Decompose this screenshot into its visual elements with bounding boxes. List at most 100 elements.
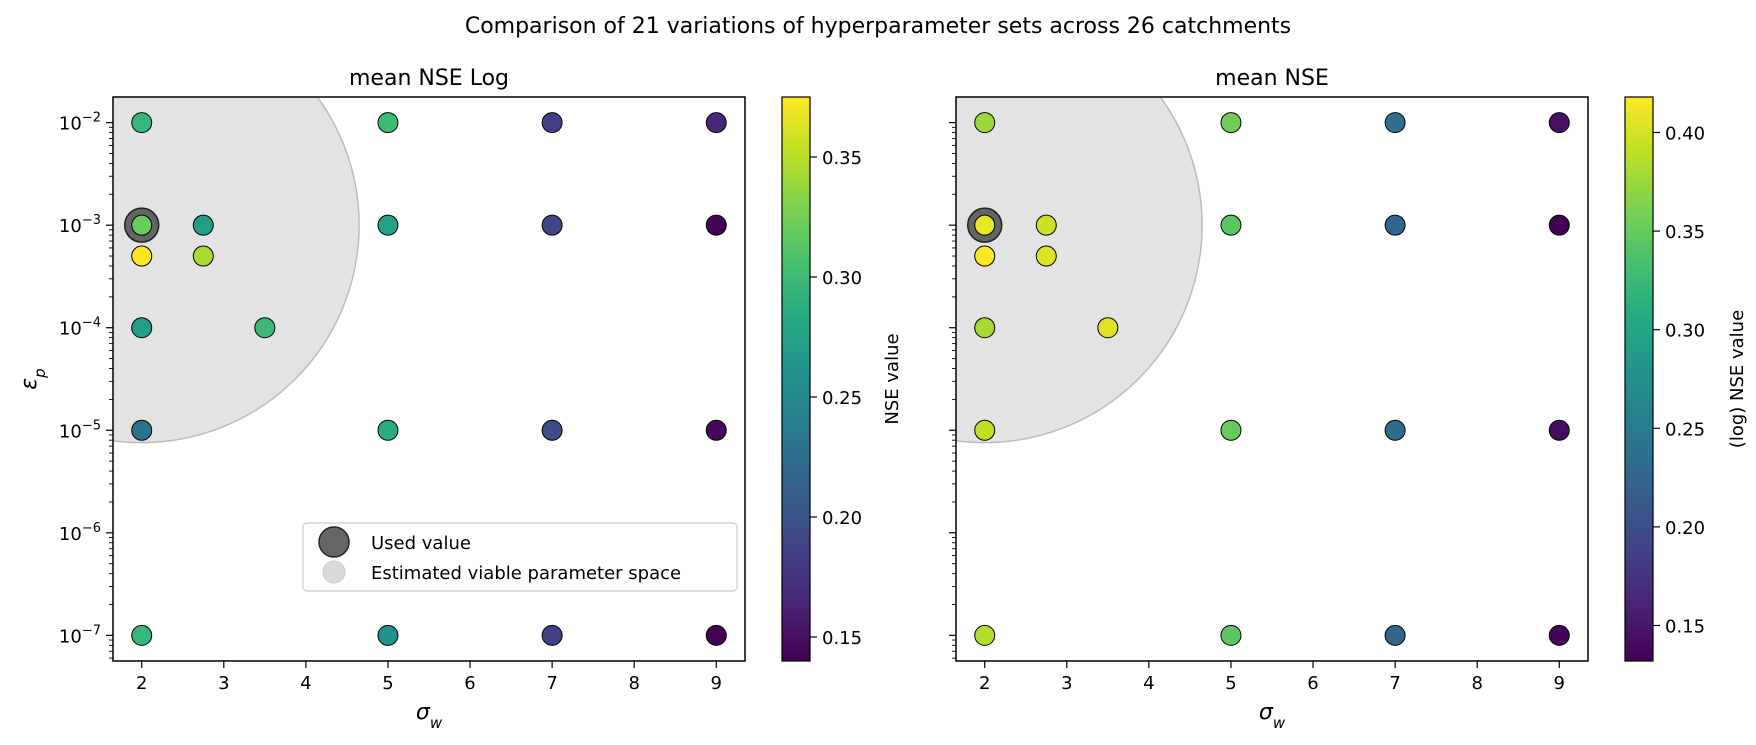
x-tick-label: 9 [711,673,722,694]
x-tick-label: 2 [136,673,147,694]
y-axis-label: εp [17,368,49,389]
data-point[interactable] [1548,214,1570,236]
data-point[interactable] [974,317,996,339]
colorbar-label: NSE value [882,333,903,424]
colorbar [781,96,811,662]
viable-parameter-region [113,97,360,444]
legend-label-used-value: Used value [371,533,471,554]
data-point[interactable] [131,245,153,267]
plot-area [113,97,727,646]
data-point[interactable] [974,624,996,646]
figure-suptitle: Comparison of 21 variations of hyperpara… [465,14,1291,39]
x-axis-label: σw [416,700,443,732]
data-point[interactable] [377,112,399,134]
data-point[interactable] [131,624,153,646]
x-tick-label: 6 [464,673,475,694]
data-point[interactable] [254,317,276,339]
x-tick-label: 9 [1554,673,1565,694]
colorbar-tick-label: 0.20 [1665,518,1705,539]
colorbar-tick-label: 0.35 [1665,222,1705,243]
data-point[interactable] [377,214,399,236]
chart-panel-1: 2 3 4 5 6 7 8 9 10−7 10−6 10−5 10−4 10−3 10−2 mean NSE… [17,66,903,732]
y-tick-label: 10−6 [59,521,101,545]
data-point[interactable] [705,624,727,646]
panel-title: mean NSE [1215,66,1329,91]
y-tick-label: 10−3 [59,213,101,237]
data-point[interactable] [705,214,727,236]
colorbar-tick-label: 0.25 [822,388,862,409]
data-point[interactable] [1384,112,1406,134]
x-tick-label: 8 [1471,673,1482,694]
colorbar-tick-label: 0.20 [822,508,862,529]
data-point[interactable] [131,214,153,236]
data-point[interactable] [131,112,153,134]
axes-frame [112,96,746,662]
data-point[interactable] [377,419,399,441]
data-point[interactable] [1035,214,1057,236]
data-point[interactable] [974,112,996,134]
axes-frame [955,96,1589,662]
x-tick-label: 6 [1307,673,1318,694]
data-point[interactable] [541,624,563,646]
data-point[interactable] [131,317,153,339]
data-point[interactable] [705,419,727,441]
data-point[interactable] [1548,624,1570,646]
data-point[interactable] [1384,214,1406,236]
colorbar-tick-label: 0.25 [1665,419,1705,440]
data-point[interactable] [1220,112,1242,134]
x-tick-label: 5 [1225,673,1236,694]
data-point[interactable] [1220,624,1242,646]
x-tick-label: 2 [979,673,990,694]
colorbar-tick-label: 0.40 [1665,123,1705,144]
x-tick-label: 3 [1061,673,1072,694]
data-point[interactable] [192,245,214,267]
colorbar [1624,96,1654,662]
x-tick-label: 8 [628,673,639,694]
colorbar-tick-label: 0.35 [822,148,862,169]
data-point[interactable] [192,214,214,236]
data-point[interactable] [541,214,563,236]
panel-title: mean NSE Log [349,66,509,91]
data-point[interactable] [1548,112,1570,134]
colorbar-tick-label: 0.15 [822,628,862,649]
colorbar-tick-label: 0.30 [822,268,862,289]
data-point[interactable] [377,624,399,646]
plot-area [956,97,1570,646]
data-point[interactable] [974,214,996,236]
colorbar-label: (log) NSE value [1727,310,1748,448]
legend-used-value-marker [318,526,350,558]
data-point[interactable] [1548,419,1570,441]
data-point[interactable] [974,245,996,267]
viable-parameter-region [956,97,1203,444]
data-point[interactable] [131,419,153,441]
data-point[interactable] [1035,245,1057,267]
x-tick-label: 5 [382,673,393,694]
data-point[interactable] [1220,214,1242,236]
y-tick-label: 10−7 [59,623,101,647]
data-point[interactable] [1097,317,1119,339]
data-point[interactable] [1220,419,1242,441]
chart-panel-2: 2 3 4 5 6 7 8 9 mean NSE σw 0.15 0.20 0.25 0.30 0.35 0.… [949,66,1748,732]
y-tick-label: 10−2 [59,111,101,135]
data-point[interactable] [541,419,563,441]
data-point[interactable] [541,112,563,134]
data-point[interactable] [974,419,996,441]
colorbar-tick-label: 0.30 [1665,321,1705,342]
legend: Used value Estimated viable parameter spa… [302,522,738,592]
x-tick-label: 3 [218,673,229,694]
legend-label-viable-region: Estimated viable parameter space [371,563,681,584]
x-tick-label: 7 [546,673,557,694]
data-point[interactable] [1384,624,1406,646]
data-point[interactable] [705,112,727,134]
x-axis-label: σw [1259,700,1286,732]
legend-viable-region-marker [322,560,346,584]
data-point[interactable] [1384,419,1406,441]
x-tick-label: 4 [300,673,311,694]
x-tick-label: 7 [1389,673,1400,694]
colorbar-tick-label: 0.15 [1665,617,1705,638]
y-tick-label: 10−4 [59,316,101,340]
legend-box [302,522,738,592]
x-tick-label: 4 [1143,673,1154,694]
y-tick-label: 10−5 [59,418,101,442]
